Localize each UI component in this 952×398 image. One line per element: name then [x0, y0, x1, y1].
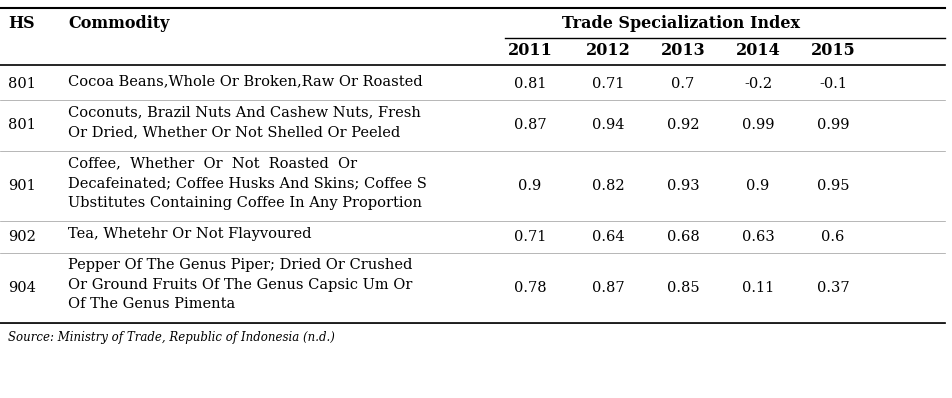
Text: 0.9: 0.9	[519, 179, 542, 193]
Text: 2015: 2015	[810, 42, 856, 59]
Text: 2011: 2011	[507, 42, 552, 59]
Text: 0.68: 0.68	[666, 230, 700, 244]
Text: 0.95: 0.95	[817, 179, 849, 193]
Text: Cocoa Beans,Whole Or Broken,Raw Or Roasted: Cocoa Beans,Whole Or Broken,Raw Or Roast…	[68, 74, 423, 88]
Text: 2013: 2013	[661, 42, 705, 59]
Text: Pepper Of The Genus Piper; Dried Or Crushed: Pepper Of The Genus Piper; Dried Or Crus…	[68, 258, 412, 273]
Text: Tea, Whetehr Or Not Flayvoured: Tea, Whetehr Or Not Flayvoured	[68, 227, 311, 241]
Text: 0.81: 0.81	[514, 77, 546, 91]
Text: 0.78: 0.78	[514, 281, 546, 295]
Text: Of The Genus Pimenta: Of The Genus Pimenta	[68, 297, 235, 312]
Text: Coconuts, Brazil Nuts And Cashew Nuts, Fresh: Coconuts, Brazil Nuts And Cashew Nuts, F…	[68, 105, 421, 119]
Text: 2014: 2014	[736, 42, 781, 59]
Text: 904: 904	[8, 281, 36, 295]
Text: 0.99: 0.99	[742, 118, 774, 132]
Text: 0.63: 0.63	[742, 230, 774, 244]
Text: 0.99: 0.99	[817, 118, 849, 132]
Text: 0.82: 0.82	[592, 179, 625, 193]
Text: Source: Ministry of Trade, Republic of Indonesia (n.d.): Source: Ministry of Trade, Republic of I…	[8, 331, 335, 344]
Text: Decafeinated; Coffee Husks And Skins; Coffee S: Decafeinated; Coffee Husks And Skins; Co…	[68, 176, 426, 190]
Text: Or Ground Fruits Of The Genus Capsic Um Or: Or Ground Fruits Of The Genus Capsic Um …	[68, 278, 412, 292]
Text: 0.7: 0.7	[671, 77, 695, 91]
Text: 0.94: 0.94	[592, 118, 625, 132]
Text: 2012: 2012	[585, 42, 630, 59]
Text: Trade Specialization Index: Trade Specialization Index	[563, 15, 801, 32]
Text: 902: 902	[8, 230, 36, 244]
Text: 0.87: 0.87	[514, 118, 546, 132]
Text: 0.71: 0.71	[592, 77, 625, 91]
Text: -0.1: -0.1	[819, 77, 847, 91]
Text: 0.11: 0.11	[742, 281, 774, 295]
Text: Or Dried, Whether Or Not Shelled Or Peeled: Or Dried, Whether Or Not Shelled Or Peel…	[68, 125, 400, 139]
Text: Commodity: Commodity	[68, 15, 169, 32]
Text: 0.37: 0.37	[817, 281, 849, 295]
Text: -0.2: -0.2	[744, 77, 772, 91]
Text: 801: 801	[8, 118, 36, 132]
Text: 0.93: 0.93	[666, 179, 700, 193]
Text: HS: HS	[8, 15, 34, 32]
Text: 0.6: 0.6	[822, 230, 844, 244]
Text: 0.85: 0.85	[666, 281, 700, 295]
Text: 0.71: 0.71	[514, 230, 546, 244]
Text: Coffee,  Whether  Or  Not  Roasted  Or: Coffee, Whether Or Not Roasted Or	[68, 156, 357, 170]
Text: 0.9: 0.9	[746, 179, 769, 193]
Text: Ubstitutes Containing Coffee In Any Proportion: Ubstitutes Containing Coffee In Any Prop…	[68, 195, 422, 209]
Text: 0.64: 0.64	[592, 230, 625, 244]
Text: 0.87: 0.87	[592, 281, 625, 295]
Text: 901: 901	[8, 179, 36, 193]
Text: 801: 801	[8, 77, 36, 91]
Text: 0.92: 0.92	[666, 118, 700, 132]
